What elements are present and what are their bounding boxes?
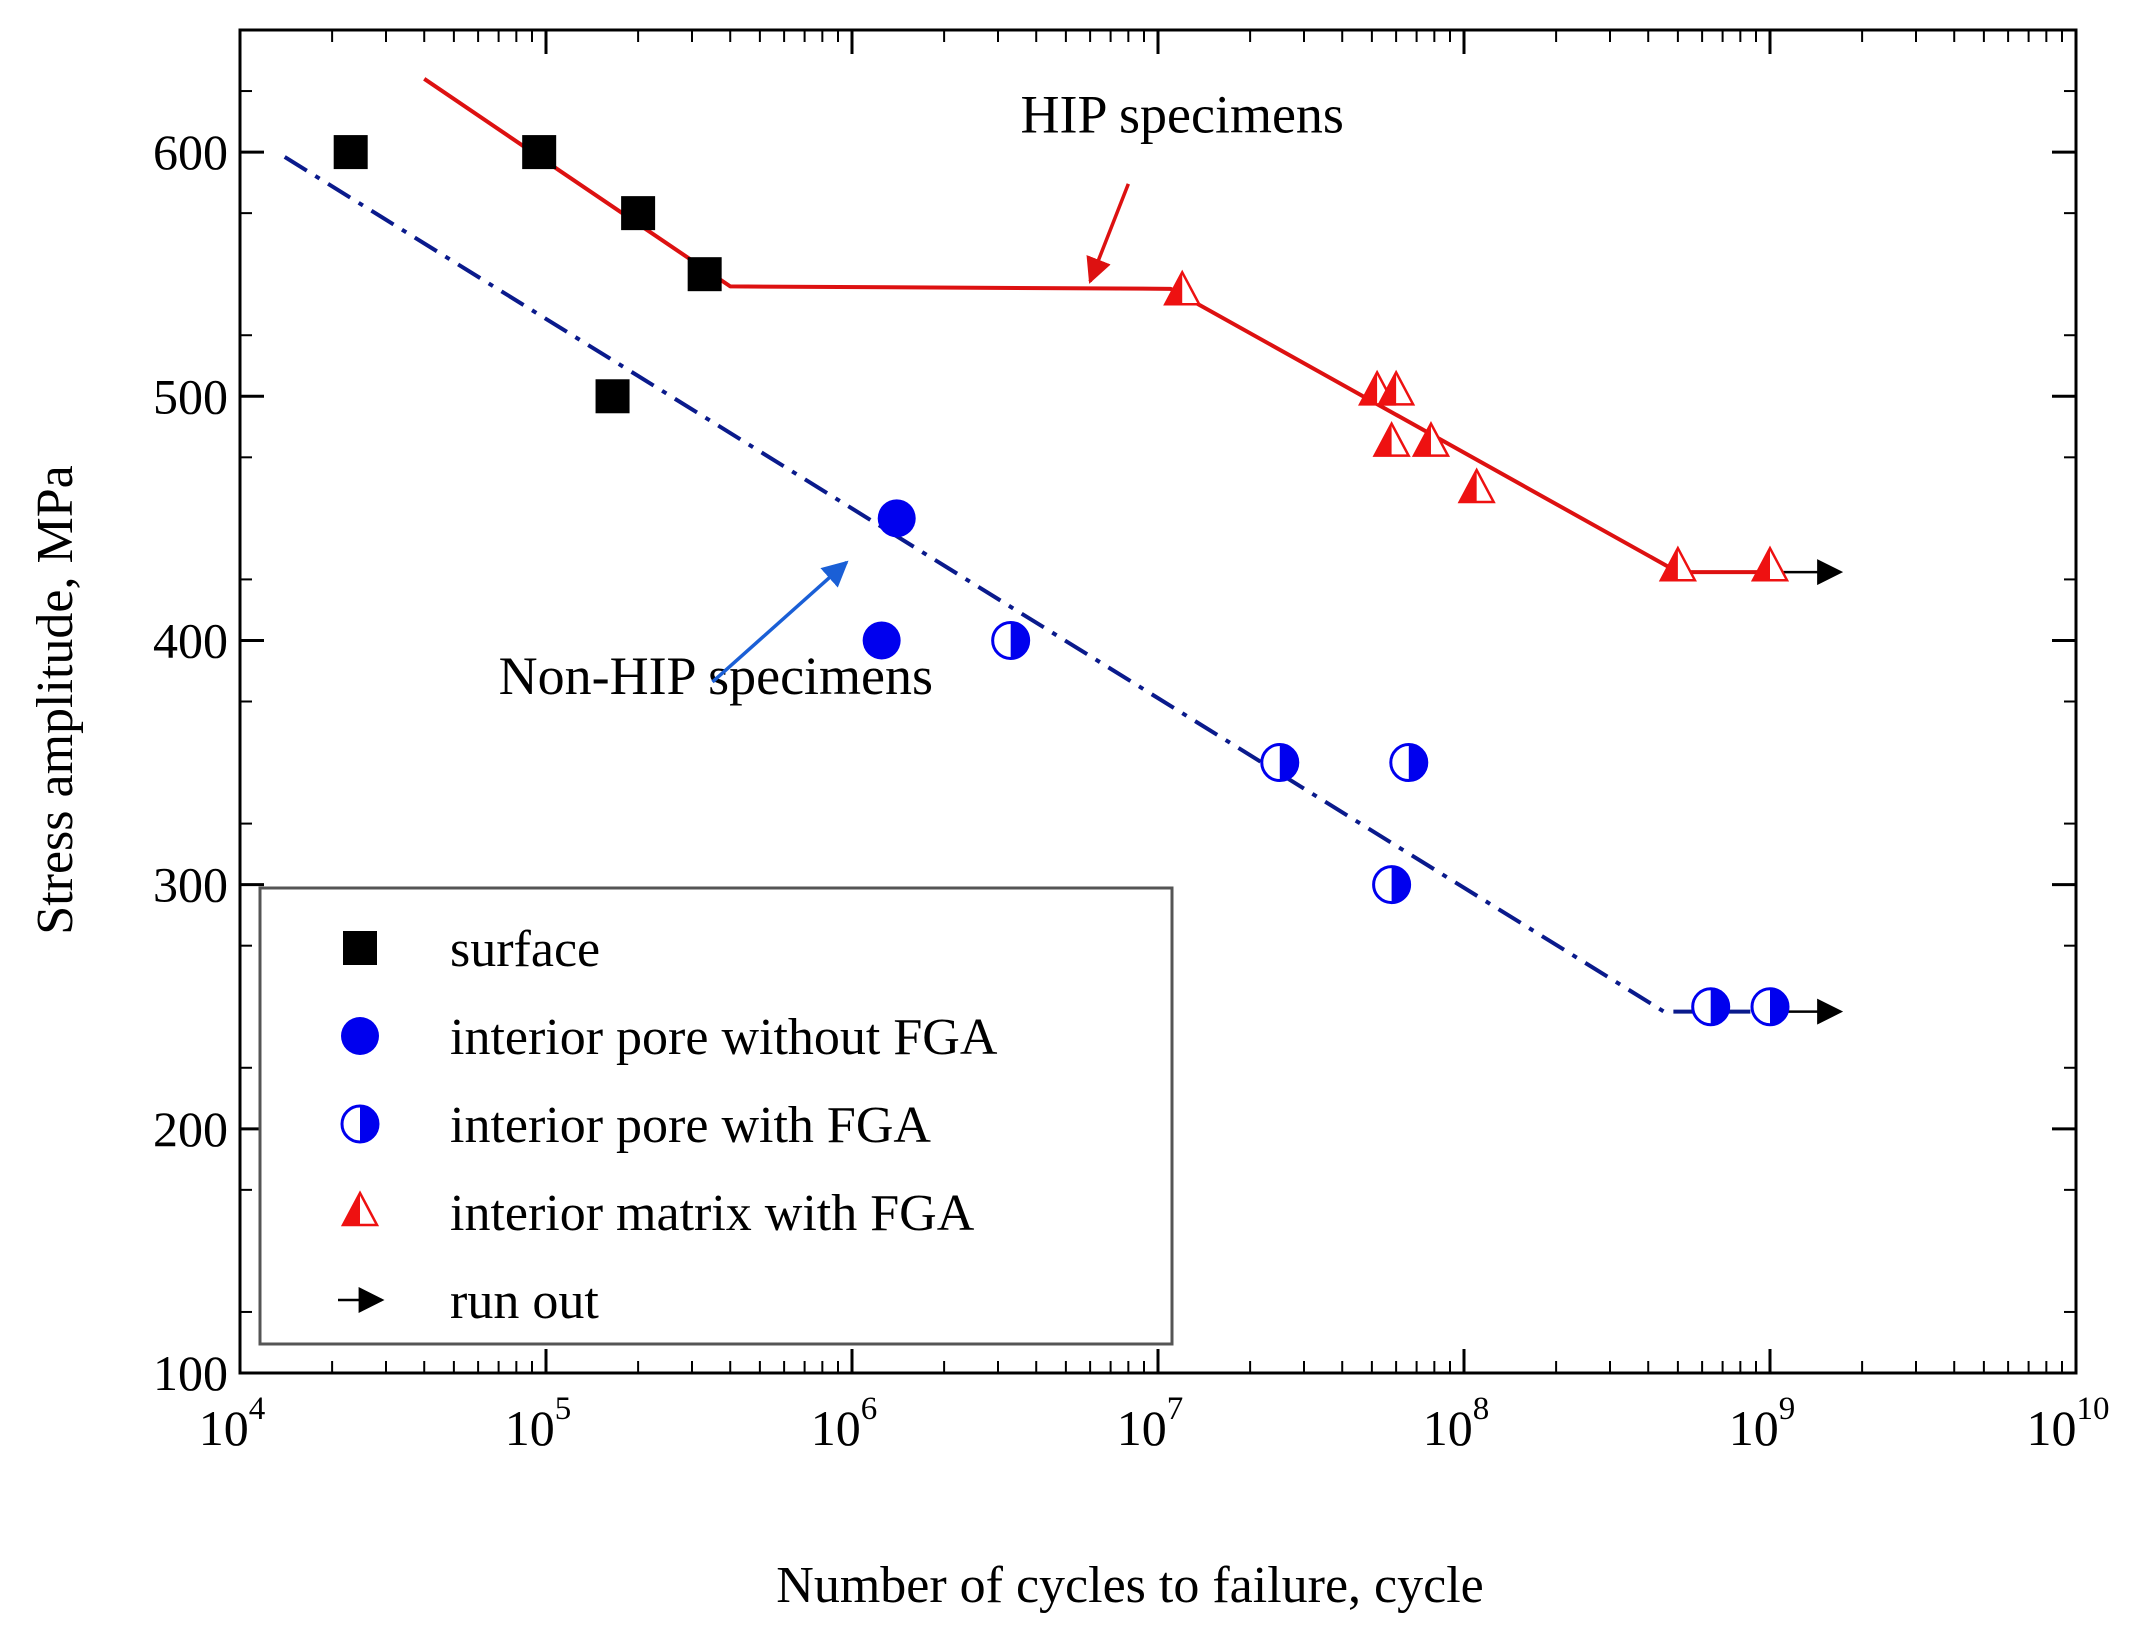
annotations: HIP specimens Non-HIP specimens — [499, 85, 1344, 707]
x-tick-label: 109 — [1729, 1391, 1796, 1456]
point-surface — [595, 379, 630, 414]
annotation-non-hip: Non-HIP specimens — [499, 646, 933, 706]
point-interior-matrix-with-fga — [1377, 369, 1416, 406]
x-tick-base: 10 — [199, 1400, 249, 1456]
x-tick-exponent: 6 — [861, 1391, 878, 1427]
half-triangle-fill — [1374, 423, 1392, 456]
legend-label: surface — [450, 921, 600, 978]
y-tick-label: 400 — [153, 612, 228, 668]
legend-label: interior pore with FGA — [450, 1097, 931, 1154]
point-interior-pore-with-fga — [1691, 987, 1731, 1027]
point-interior-matrix-with-fga — [1658, 545, 1697, 582]
half-circle-fill — [1279, 744, 1298, 781]
x-tick-base: 10 — [811, 1400, 861, 1456]
annotation-arrow — [711, 560, 849, 684]
x-tick-base: 10 — [1729, 1400, 1779, 1456]
half-circle-fill — [1010, 622, 1029, 659]
x-tick-base: 10 — [505, 1400, 555, 1456]
x-tick-exponent: 10 — [2077, 1391, 2110, 1427]
legend-marker — [343, 931, 377, 965]
point-interior-pore-without-fga — [877, 499, 916, 538]
legend-marker — [340, 1104, 380, 1144]
half-circle-fill — [1710, 988, 1729, 1025]
x-tick-exponent: 8 — [1473, 1391, 1490, 1427]
x-tick-label: 104 — [199, 1391, 266, 1456]
x-tick-label: 108 — [1423, 1391, 1490, 1456]
y-axis-title: Stress amplitude, MPa — [27, 465, 84, 934]
point-interior-pore-without-fga — [862, 621, 901, 660]
legend-marker — [341, 1017, 379, 1055]
half-circle-fill — [360, 1106, 378, 1142]
x-tick-exponent: 7 — [1167, 1391, 1184, 1427]
legend-label: interior matrix with FGA — [450, 1185, 975, 1242]
legend-label: interior pore without FGA — [450, 1009, 998, 1066]
half-circle-fill — [1770, 988, 1788, 1025]
legend: surface interior pore without FGA interior… — [258, 886, 1174, 1346]
half-triangle-fill — [1660, 548, 1678, 581]
half-triangle-fill — [343, 1193, 360, 1225]
point-interior-matrix-with-fga — [1163, 269, 1202, 306]
point-surface — [687, 257, 722, 292]
x-tick-exponent: 9 — [1779, 1391, 1796, 1427]
x-tick-exponent: 5 — [555, 1391, 572, 1427]
x-tick-base: 10 — [1423, 1400, 1473, 1456]
non-hip-fit-line — [283, 155, 1770, 1014]
x-tick-label: 105 — [505, 1391, 572, 1456]
half-triangle-fill — [1753, 548, 1770, 581]
y-tick-label: 300 — [153, 857, 228, 913]
half-triangle-fill — [1379, 372, 1397, 405]
y-tick-label: 200 — [153, 1101, 228, 1157]
x-tick-label: 106 — [811, 1391, 878, 1456]
half-triangle-fill — [1165, 272, 1183, 305]
point-surface — [522, 135, 557, 170]
x-tick-base: 10 — [1117, 1400, 1167, 1456]
point-surface — [333, 135, 368, 170]
x-axis-title: Number of cycles to failure, cycle — [776, 1557, 1483, 1614]
x-tick-base: 10 — [2027, 1400, 2077, 1456]
legend-label: run out — [450, 1273, 599, 1330]
half-circle-fill — [1408, 744, 1427, 781]
x-tick-exponent: 4 — [249, 1391, 266, 1427]
data-points — [333, 135, 1790, 1027]
y-tick-label: 100 — [153, 1345, 228, 1401]
point-interior-matrix-with-fga — [1750, 545, 1790, 582]
point-interior-pore-with-fga — [1750, 987, 1790, 1027]
half-triangle-fill — [1360, 372, 1378, 405]
half-circle-fill — [1391, 866, 1410, 903]
point-interior-pore-with-fga — [1389, 743, 1429, 783]
annotation-hip: HIP specimens — [1021, 85, 1344, 145]
point-interior-matrix-with-fga — [1457, 467, 1496, 504]
legend-marker — [340, 1190, 380, 1227]
x-axis-ticks: 104 105 106 107 108 109 1010 — [199, 30, 2110, 1456]
hip-fit-line — [423, 77, 1770, 575]
x-tick-label: 107 — [1117, 1391, 1184, 1456]
y-axis-ticks: 100 200 300 400 500 600 — [153, 90, 2076, 1401]
point-interior-pore-with-fga — [991, 620, 1031, 660]
half-triangle-fill — [1413, 423, 1431, 456]
fit-lines — [283, 77, 1770, 1014]
run-out-arrows — [1776, 559, 1844, 1025]
x-tick-label: 1010 — [2027, 1391, 2110, 1456]
y-tick-label: 600 — [153, 124, 228, 180]
y-tick-label: 500 — [153, 368, 228, 424]
legend-box — [258, 886, 1174, 1346]
point-interior-pore-with-fga — [1372, 865, 1412, 905]
point-interior-matrix-with-fga — [1411, 421, 1451, 457]
point-surface — [621, 196, 656, 231]
point-interior-pore-with-fga — [1260, 743, 1300, 783]
annotation-arrow — [1086, 183, 1130, 284]
point-interior-matrix-with-fga — [1372, 421, 1411, 457]
half-triangle-fill — [1459, 470, 1477, 503]
